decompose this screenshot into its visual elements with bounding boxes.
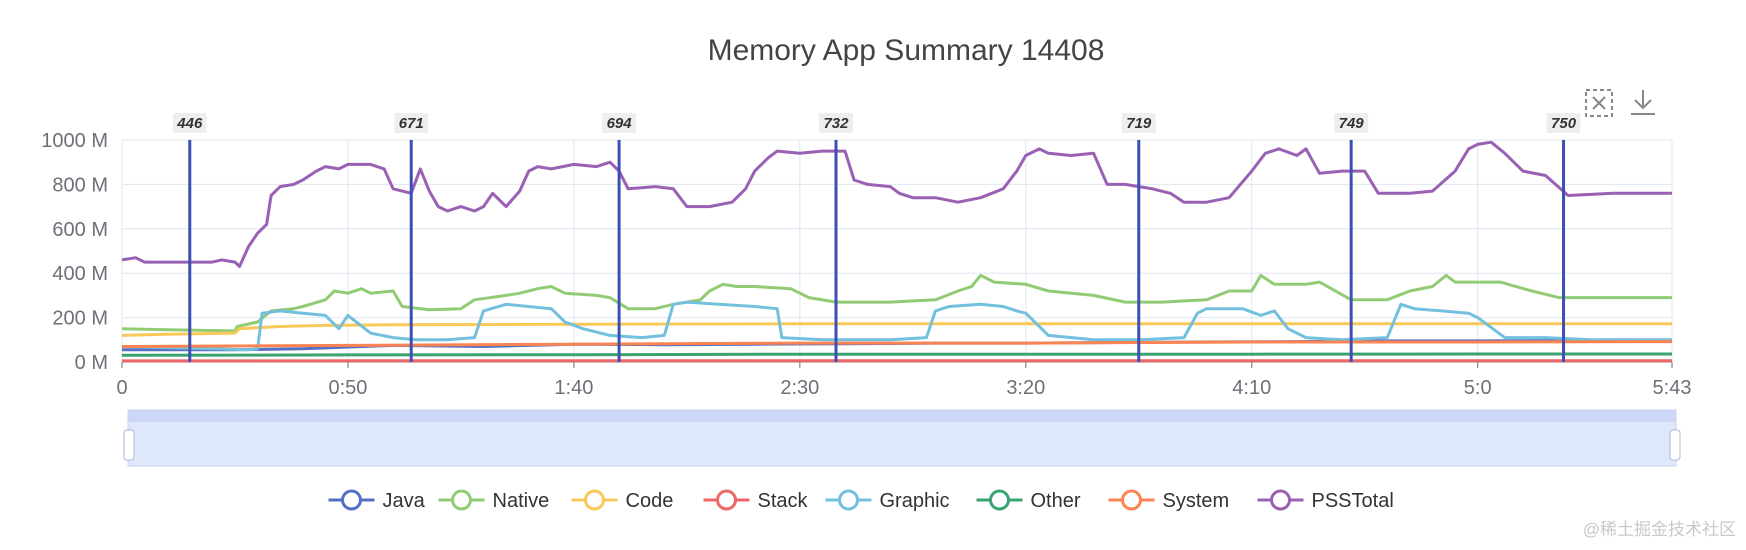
legend-marker [341,489,362,511]
marker-label: 671 [399,115,424,132]
x-tick-label: 5:0 [1464,377,1492,399]
y-axis: 0 M 200 M 400 M 600 M 800 M 1000 M [41,130,108,374]
grid [121,139,1673,363]
legend-label: Java [383,490,426,512]
series-layer [121,140,1673,363]
marker-label-bg [818,113,853,133]
x-tick-label: 5:43 [1653,377,1692,399]
legend-label: Code [626,490,674,512]
legend-label: PSSTotal [1312,490,1394,512]
marker-layer: 446 671 694 732 719 749 750 [172,113,1581,362]
data-zoom-slider[interactable] [123,409,1681,467]
legend-item-native[interactable]: Native [438,489,550,512]
x-axis: 0 0:50 1:40 2:30 3:20 4:10 5:0 5:43 [116,362,1691,399]
marker-label: 719 [1126,115,1152,132]
legend-marker [451,489,472,511]
marker-label-bg [172,113,207,133]
marker-label-bg [1546,113,1581,133]
legend-item-psstotal[interactable]: PSSTotal [1257,489,1394,512]
legend-label: Native [493,490,550,512]
legend-label: System [1163,490,1230,512]
marker-label: 446 [176,115,203,132]
legend-label: Stack [758,490,809,512]
y-tick-label: 600 M [52,219,108,241]
legend-label: Other [1031,490,1081,512]
x-tick-label: 0:50 [328,377,367,399]
legend-item-stack[interactable]: Stack [703,489,809,512]
marker-label: 694 [607,115,633,132]
legend-marker [1121,489,1142,511]
x-tick-label: 4:10 [1232,377,1271,399]
x-tick-label: 2:30 [780,377,819,399]
marker-label-bg [1121,113,1156,133]
x-tick-label: 1:40 [554,377,593,399]
y-tick-label: 0 M [75,352,108,374]
download-icon[interactable] [1631,90,1655,115]
legend-item-code[interactable]: Code [571,489,674,512]
slider-handle-left[interactable] [123,429,135,461]
legend-marker [1270,489,1291,511]
legend-item-system[interactable]: System [1108,489,1230,512]
legend-marker [584,489,605,511]
y-tick-label: 200 M [52,308,108,330]
legend-item-java[interactable]: Java [328,489,426,512]
legend-item-other[interactable]: Other [976,489,1081,512]
series-line-graphic[interactable] [121,300,1672,352]
chart-title: Memory App Summary 14408 [708,34,1105,67]
series-line-system[interactable] [121,340,1673,348]
watermark: @稀土掘金技术社区 [1582,520,1736,539]
marker-label: 732 [823,115,849,132]
legend-item-graphic[interactable]: Graphic [825,489,950,512]
y-tick-label: 400 M [52,263,108,285]
marker-label: 750 [1551,115,1577,132]
legend-marker [716,489,737,511]
legend-marker [989,489,1010,511]
series-line-psstotal[interactable] [121,140,1672,268]
marker-label-bg [394,113,429,133]
series-line-code[interactable] [121,322,1672,337]
slider-top-band [128,410,1676,422]
marker-label-bg [602,113,637,133]
legend-marker [838,489,859,511]
marker-label: 749 [1339,115,1365,132]
legend-label: Graphic [880,490,950,512]
series-line-native[interactable] [121,273,1672,333]
slider-handle-right[interactable] [1669,429,1681,461]
y-tick-label: 1000 M [41,130,108,152]
y-tick-label: 800 M [52,174,108,196]
legend: Java Native Code Stack Graphic Other System PSS… [328,489,1394,512]
series-line-other[interactable] [121,352,1672,357]
x-tick-label: 0 [116,377,127,399]
x-tick-label: 3:20 [1006,377,1045,399]
marker-label-bg [1334,113,1369,133]
zoom-reset-icon[interactable] [1585,89,1613,117]
